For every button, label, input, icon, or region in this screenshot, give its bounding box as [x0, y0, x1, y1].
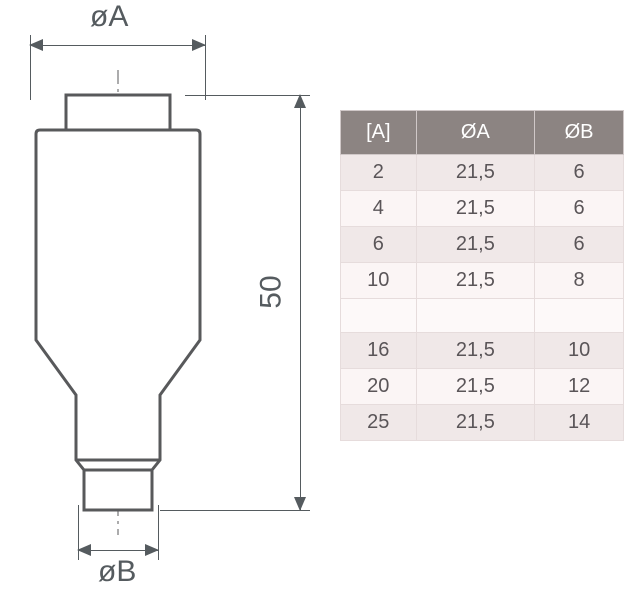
col-header-db: ØB [535, 111, 624, 155]
col-header-a: [A] [341, 111, 417, 155]
table-row: 421,56 [341, 191, 624, 227]
col-header-da: ØA [416, 111, 535, 155]
table-row: 621,56 [341, 227, 624, 263]
table-row: 1621,510 [341, 333, 624, 369]
table-row: 1021,58 [341, 263, 624, 299]
dimension-table-wrap: [A] ØA ØB 221,56 421,56 621,56 1021,58 1… [340, 0, 634, 600]
table-body: 221,56 421,56 621,56 1021,58 1621,510 20… [341, 155, 624, 441]
table-row: 221,56 [341, 155, 624, 191]
table-row: 2021,512 [341, 369, 624, 405]
table-row-blank [341, 299, 624, 333]
dimension-table: [A] ØA ØB 221,56 421,56 621,56 1021,58 1… [340, 110, 624, 441]
part-outline-svg [0, 0, 340, 600]
table-row: 2521,514 [341, 405, 624, 441]
technical-drawing: øA 50 øB [0, 0, 340, 600]
